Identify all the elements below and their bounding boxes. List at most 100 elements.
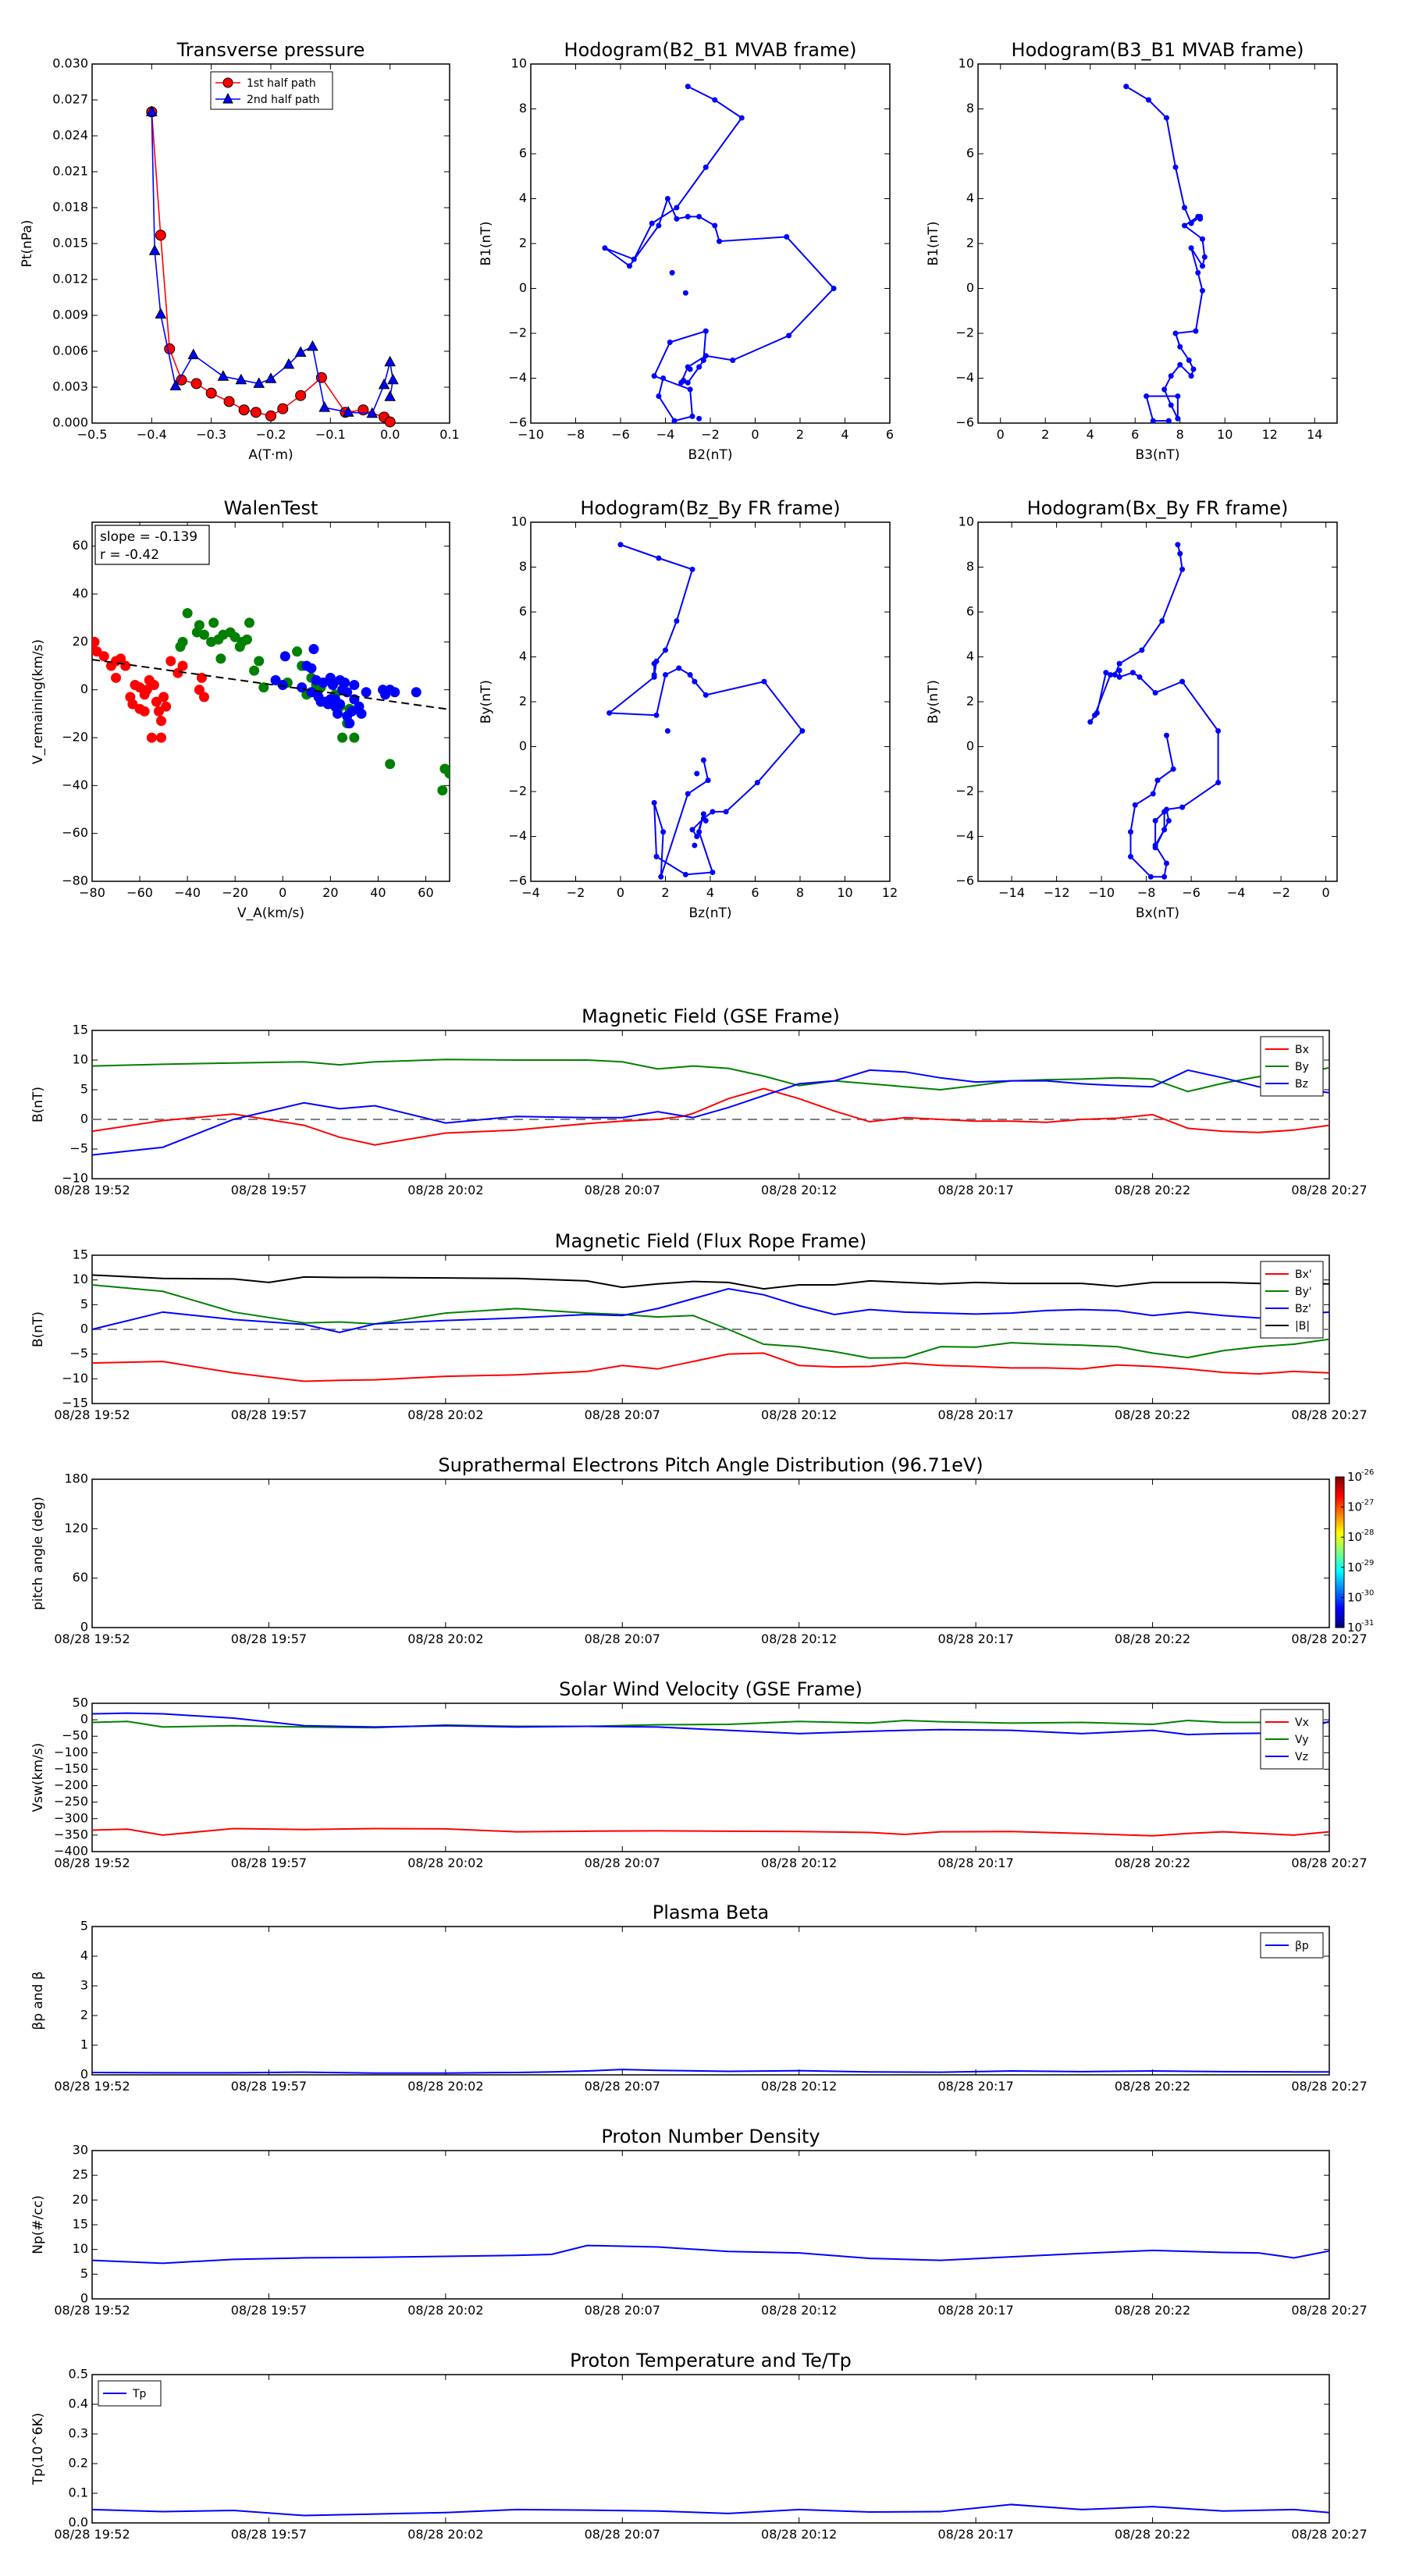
vsw-ytick-label: 0 — [80, 1712, 88, 1727]
pt-xtick-label: 0.1 — [439, 427, 459, 442]
hodo3-ytick-label: 6 — [519, 604, 527, 619]
hodo2-point — [1175, 415, 1181, 422]
pad-ytick-label: 60 — [73, 1570, 88, 1585]
hodo3-point — [723, 809, 729, 815]
hodo2-point — [1168, 373, 1174, 379]
walen-point-green — [258, 682, 269, 693]
pt-xtick-label: −0.4 — [137, 427, 167, 442]
vsw-ytick-label: −150 — [54, 1761, 88, 1776]
walen-ytick-label: −40 — [62, 777, 88, 792]
hodo1-point — [651, 373, 657, 379]
vsw-ytick-label: −50 — [62, 1728, 88, 1743]
hodo3-point — [705, 777, 711, 784]
bgse-xtick-label: 08/28 20:12 — [761, 1183, 837, 1197]
pt-xtick-label: −0.5 — [77, 427, 108, 442]
hodo4-point — [1092, 712, 1097, 718]
hodo3-point — [658, 873, 664, 880]
hodo2-point — [1165, 418, 1172, 423]
pt-xlabel: A(T·m) — [248, 447, 293, 463]
hodo1-point — [664, 196, 670, 201]
hodo2-ytick-label: −2 — [955, 326, 974, 340]
beta-xtick-label: 08/28 20:22 — [1115, 2079, 1190, 2094]
hodo3-xtick-label: 0 — [617, 885, 624, 900]
hodo3-point — [663, 647, 668, 653]
bfr-legend-label: Bx' — [1295, 1268, 1312, 1281]
hodo3-point — [617, 542, 624, 548]
hodo4-xtick-label: −14 — [998, 885, 1025, 900]
hodo3-xtick-label: 8 — [796, 885, 804, 900]
hodo3-point — [700, 757, 706, 763]
walen-xtick-label: −60 — [126, 885, 153, 900]
hodo4-xtick-label: −6 — [1182, 885, 1200, 900]
hodo4-ytick-label: 10 — [959, 514, 974, 529]
hodo4-ylabel: By(nT) — [926, 680, 941, 724]
walen-ytick-label: −80 — [62, 873, 88, 888]
hodo1-point — [674, 205, 680, 211]
hodo3-xtick-label: 10 — [837, 885, 852, 900]
bgse-series-By — [92, 1059, 1329, 1093]
tp-ytick-label: 0.0 — [69, 2515, 88, 2530]
walen-point-blue — [332, 708, 343, 719]
hodo2-xtick-label: 10 — [1217, 427, 1232, 442]
tp-frame — [91, 2374, 1330, 2524]
hodo3-point — [664, 728, 670, 734]
pt-point — [366, 407, 379, 418]
tp-xtick-label: 08/28 20:07 — [585, 2527, 660, 2542]
hodo1-xtick-label: −4 — [656, 427, 675, 442]
walen-point-blue — [308, 644, 319, 655]
walen-point-red — [139, 706, 150, 717]
np-xtick-label: 08/28 20:17 — [937, 2303, 1013, 2318]
vsw-xtick-label: 08/28 20:22 — [1115, 1856, 1190, 1870]
hodo2-point — [1150, 418, 1156, 423]
hodo3-point — [676, 665, 682, 671]
hodo3-point — [660, 829, 667, 835]
hodo2-xlabel: B3(nT) — [1136, 447, 1180, 463]
hodo4-point — [1103, 670, 1109, 676]
bfr-legend-label: Bz' — [1295, 1303, 1311, 1315]
hodo3-point — [761, 678, 767, 685]
hodo3-point — [799, 728, 806, 734]
walen-ytick-label: 0 — [80, 681, 88, 696]
hodo2-point — [1182, 222, 1187, 229]
pt-ytick-label: 0.003 — [52, 379, 88, 394]
hodo4-xtick-label: −12 — [1044, 885, 1070, 900]
np-xtick-label: 08/28 20:27 — [1291, 2303, 1367, 2318]
hodo1-ytick-label: 6 — [519, 146, 527, 161]
bgse-title: Magnetic Field (GSE Frame) — [582, 1005, 840, 1027]
walen-point-red — [148, 680, 159, 691]
beta-ytick-label: 4 — [80, 1948, 88, 1963]
tp-title: Proton Temperature and Te/Tp — [570, 2350, 852, 2371]
hodo4-xtick-label: −2 — [1272, 885, 1290, 900]
pad-colorbar-base: 10 — [1347, 1470, 1362, 1484]
hodo3-ytick-label: 2 — [519, 694, 527, 709]
hodo4-point — [1116, 667, 1122, 674]
hodo1-xtick-label: −6 — [611, 427, 630, 442]
beta-series-βp — [92, 2069, 1329, 2074]
np-xtick-label: 08/28 19:52 — [54, 2303, 130, 2318]
hodo4-point — [1177, 550, 1183, 557]
tp-xtick-label: 08/28 20:12 — [761, 2527, 837, 2542]
hodo2-xtick-label: 0 — [997, 427, 1005, 442]
pad-colorbar-exp: -27 — [1361, 1499, 1374, 1507]
hodo3-title: Hodogram(Bz_By FR frame) — [580, 497, 840, 519]
hodo1-ylabel: B1(nT) — [478, 222, 494, 266]
hodo4-point — [1136, 674, 1143, 680]
hodo4-point — [1129, 670, 1136, 676]
np-xtick-label: 08/28 19:57 — [231, 2303, 307, 2318]
np-frame — [91, 2150, 1330, 2300]
bfr-series-By' — [92, 1284, 1329, 1359]
hodo2-point — [1182, 205, 1187, 211]
pt-point — [307, 340, 318, 351]
bfr-series-|B| — [92, 1274, 1329, 1290]
pt-point — [265, 410, 276, 422]
walen-r-text: r = -0.42 — [100, 547, 159, 563]
hodo4-point — [1147, 873, 1154, 880]
bgse-ytick-label: −5 — [69, 1141, 88, 1156]
pad-xtick-label: 08/28 20:22 — [1115, 1631, 1190, 1646]
walen-point-red — [199, 692, 210, 703]
hodo3-point — [754, 780, 760, 785]
hodo4-ytick-label: −4 — [955, 828, 974, 843]
hodo4-point — [1154, 777, 1161, 784]
np-ytick-label: 5 — [80, 2266, 88, 2281]
bgse-series-Bz — [92, 1069, 1329, 1156]
